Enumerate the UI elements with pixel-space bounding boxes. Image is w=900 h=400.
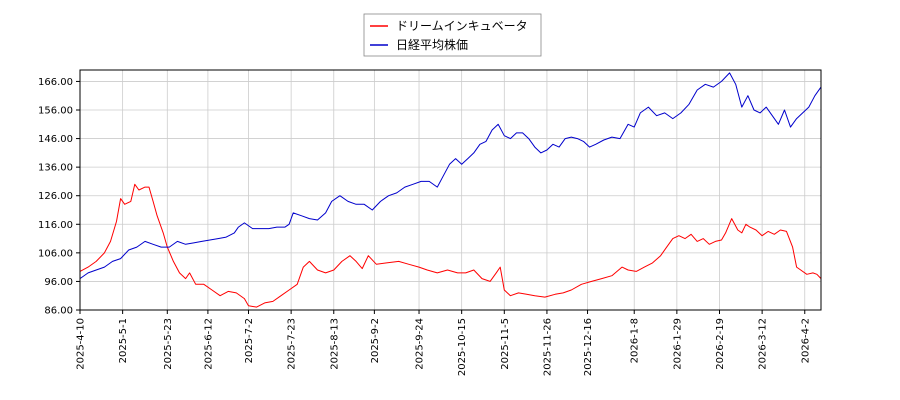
x-tick-label: 2026-3-12 [758, 318, 769, 370]
series-lines [79, 72, 822, 308]
x-tick-label: 2026-4-2 [800, 318, 811, 363]
y-tick-label: 146.00 [38, 134, 73, 145]
legend: ドリームインキュベータ 日経平均株価 [363, 13, 542, 57]
x-tick-label: 2025-7-2 [244, 318, 255, 363]
x-tick-label: 2025-4-10 [76, 318, 87, 370]
x-tick-label: 2026-1-29 [672, 318, 683, 370]
x-tick-label: 2025-11-26 [542, 318, 553, 376]
x-tick-label: 2025-6-12 [203, 318, 214, 370]
y-tick-label: 116.00 [38, 220, 73, 231]
y-tick-label: 86.00 [44, 306, 73, 317]
y-tick-label: 96.00 [44, 277, 73, 288]
series-line-1 [79, 72, 822, 280]
x-tick-label: 2025-12-16 [583, 318, 594, 376]
grid-lines [79, 70, 821, 311]
x-tick-label: 2025-9-24 [415, 318, 426, 370]
x-tick-label: 2025-11-5 [500, 318, 511, 370]
y-axis-ticks: 86.00 96.00 106.00 116.00 126.00 136.00 146.00… [38, 77, 80, 317]
x-tick-label: 2025-10-15 [457, 318, 468, 376]
x-tick-label: 2025-5-1 [118, 318, 129, 363]
legend-box [363, 13, 542, 57]
series-line-0 [79, 183, 822, 308]
plot-frame [79, 69, 822, 311]
legend-label-nikkei: 日経平均株価 [396, 37, 468, 52]
x-tick-label: 2026-1-8 [630, 318, 641, 363]
x-tick-label: 2025-9-2 [370, 318, 381, 363]
y-tick-label: 106.00 [38, 248, 73, 259]
legend-label-dream-incubator: ドリームインキュベータ [396, 19, 528, 33]
y-tick-label: 156.00 [38, 106, 73, 117]
x-axis-ticks: 2025-4-10 2025-5-1 2025-5-23 2025-6-12 2025-… [76, 310, 811, 376]
x-tick-label: 2026-2-19 [715, 318, 726, 370]
x-tick-label: 2025-7-23 [287, 318, 298, 370]
y-tick-label: 136.00 [38, 163, 73, 174]
x-tick-label: 2025-8-13 [329, 318, 340, 370]
plot-area [80, 70, 821, 310]
y-tick-label: 166.00 [38, 77, 73, 88]
y-tick-label: 126.00 [38, 191, 73, 202]
x-tick-label: 2025-5-23 [163, 318, 174, 370]
